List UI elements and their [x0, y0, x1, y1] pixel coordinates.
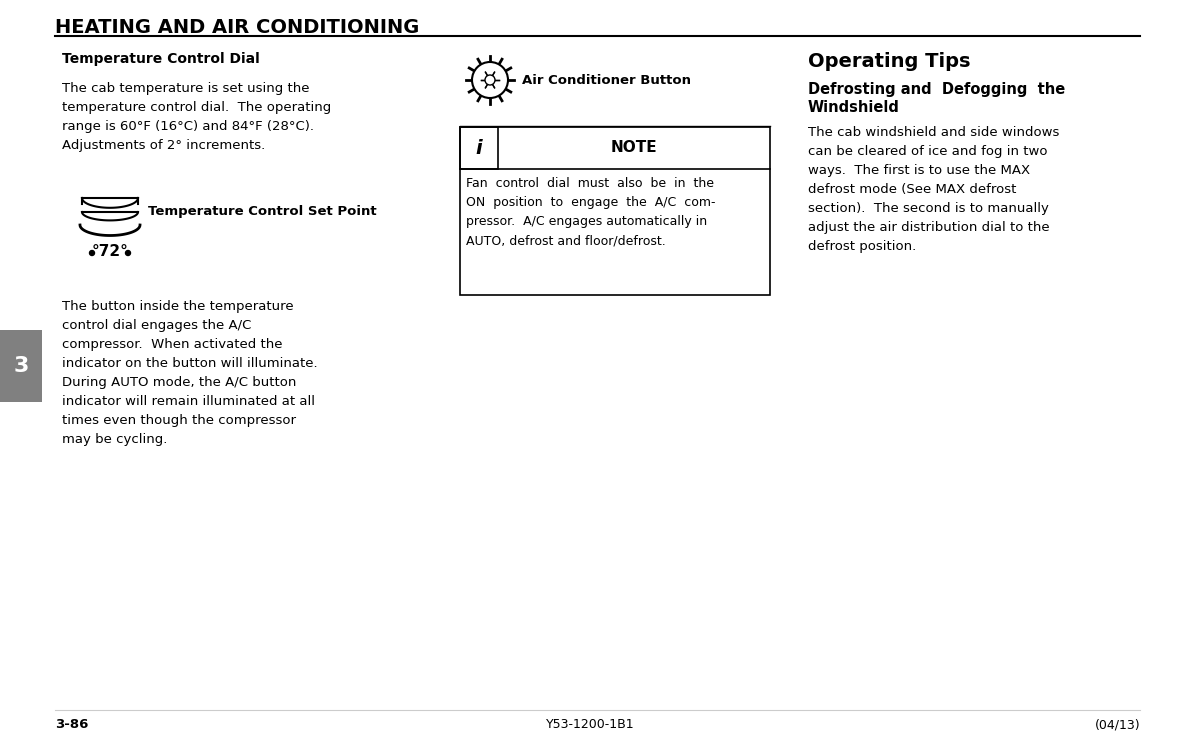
Text: defrost mode (See MAX defrost: defrost mode (See MAX defrost [808, 183, 1017, 196]
Text: Fan  control  dial  must  also  be  in  the: Fan control dial must also be in the [466, 177, 715, 190]
Text: temperature control dial.  The operating: temperature control dial. The operating [61, 101, 331, 114]
Text: compressor.  When activated the: compressor. When activated the [61, 338, 282, 351]
Text: range is 60°F (16°C) and 84°F (28°C).: range is 60°F (16°C) and 84°F (28°C). [61, 120, 314, 133]
Text: Temperature Control Set Point: Temperature Control Set Point [148, 206, 377, 218]
Text: °72°: °72° [92, 244, 129, 259]
Text: times even though the compressor: times even though the compressor [61, 414, 296, 427]
Text: section).  The second is to manually: section). The second is to manually [808, 202, 1049, 215]
Text: defrost position.: defrost position. [808, 240, 916, 253]
Text: adjust the air distribution dial to the: adjust the air distribution dial to the [808, 221, 1050, 234]
Circle shape [472, 62, 508, 98]
Text: Adjustments of 2° increments.: Adjustments of 2° increments. [61, 139, 266, 152]
Text: NOTE: NOTE [611, 141, 658, 155]
Circle shape [485, 75, 495, 85]
Bar [0, 330, 43, 402]
Text: The cab temperature is set using the: The cab temperature is set using the [61, 82, 309, 95]
Text: control dial engages the A/C: control dial engages the A/C [61, 319, 252, 332]
Text: indicator will remain illuminated at all: indicator will remain illuminated at all [61, 395, 315, 408]
Bar [461, 127, 498, 169]
Text: may be cycling.: may be cycling. [61, 433, 168, 446]
Text: Temperature Control Dial: Temperature Control Dial [61, 52, 260, 66]
Text: Windshield: Windshield [808, 100, 900, 115]
Text: Y53-1200-1B1: Y53-1200-1B1 [546, 718, 634, 731]
Text: AUTO, defrost and floor/defrost.: AUTO, defrost and floor/defrost. [466, 234, 666, 247]
Text: pressor.  A/C engages automatically in: pressor. A/C engages automatically in [466, 215, 707, 228]
Text: 3: 3 [13, 356, 28, 376]
Text: (04/13): (04/13) [1095, 718, 1140, 731]
Text: i: i [476, 138, 482, 157]
Text: During AUTO mode, the A/C button: During AUTO mode, the A/C button [61, 376, 296, 389]
Text: Operating Tips: Operating Tips [808, 52, 971, 71]
Text: ON  position  to  engage  the  A/C  com-: ON position to engage the A/C com- [466, 196, 716, 209]
Text: Defrosting and  Defogging  the: Defrosting and Defogging the [808, 82, 1065, 97]
Text: 3-86: 3-86 [56, 718, 89, 731]
Circle shape [125, 250, 130, 255]
Text: Air Conditioner Button: Air Conditioner Button [522, 73, 691, 86]
Text: indicator on the button will illuminate.: indicator on the button will illuminate. [61, 357, 318, 370]
Text: can be cleared of ice and fog in two: can be cleared of ice and fog in two [808, 145, 1048, 158]
Text: The cab windshield and side windows: The cab windshield and side windows [808, 126, 1059, 139]
Circle shape [90, 250, 94, 255]
Text: ways.  The first is to use the MAX: ways. The first is to use the MAX [808, 164, 1030, 177]
Bar [461, 127, 770, 295]
Text: The button inside the temperature: The button inside the temperature [61, 300, 294, 313]
Text: HEATING AND AIR CONDITIONING: HEATING AND AIR CONDITIONING [56, 18, 419, 37]
